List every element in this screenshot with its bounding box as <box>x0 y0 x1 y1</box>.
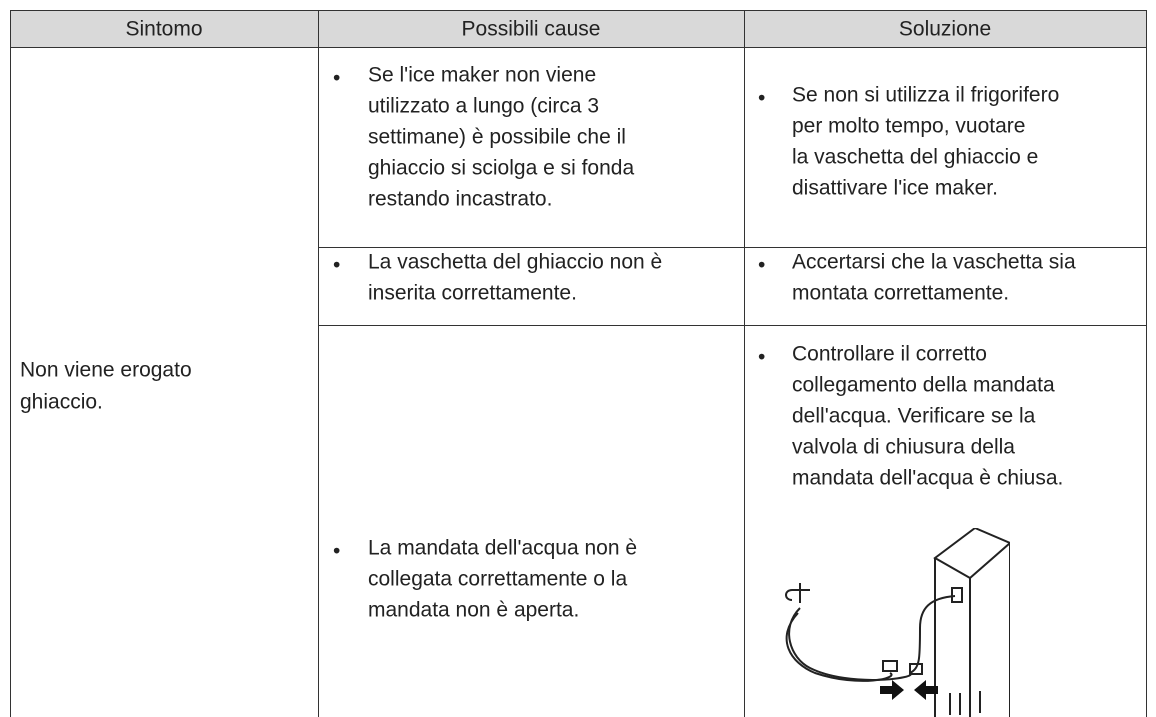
solution-text: per molto tempo, vuotare <box>792 114 1026 138</box>
bullet: • <box>758 253 766 277</box>
bullet: • <box>333 253 341 277</box>
solution-text: disattivare l'ice maker. <box>792 176 998 200</box>
table-border <box>10 10 1146 11</box>
table-border <box>1146 10 1147 717</box>
cause-text: collegata correttamente o la <box>368 567 628 591</box>
cause-text: inserita correttamente. <box>368 281 577 305</box>
bullet: • <box>758 86 766 110</box>
table-border <box>318 247 1146 248</box>
solution-text: la vaschetta del ghiaccio e <box>792 145 1039 169</box>
solution-text: montata correttamente. <box>792 281 1010 305</box>
cause-text: La mandata dell'acqua non è <box>368 536 638 560</box>
cause-text: mandata non è aperta. <box>368 598 580 622</box>
cause-text: utilizzato a lungo (circa 3 <box>368 94 600 118</box>
header-bg <box>10 10 1146 47</box>
symptom-text: Non viene erogato <box>20 358 192 382</box>
cause-text: restando incastrato. <box>368 187 553 211</box>
solution-text: Se non si utilizza il frigorifero <box>792 83 1060 107</box>
cause-text: La vaschetta del ghiaccio non è <box>368 250 663 274</box>
solution-text: Controllare il corretto <box>792 342 987 366</box>
table-border <box>318 10 319 717</box>
bullet: • <box>758 345 766 369</box>
cause-text: settimane) è possibile che il <box>368 125 626 149</box>
header-cell: Soluzione <box>898 17 992 41</box>
table-border <box>10 47 1146 48</box>
table-border <box>10 10 11 717</box>
solution-text: collegamento della mandata <box>792 373 1055 397</box>
header-cell: Possibili cause <box>461 17 601 41</box>
cause-text: ghiaccio si sciolga e si fonda <box>368 156 635 180</box>
table-border <box>744 10 745 717</box>
solution-text: dell'acqua. Verificare se la <box>792 404 1036 428</box>
solution-text: valvola di chiusura della <box>792 435 1015 459</box>
solution-text: mandata dell'acqua è chiusa. <box>792 466 1064 490</box>
water-connection-illustration <box>785 528 1010 717</box>
table-border <box>318 325 1146 326</box>
solution-text: Accertarsi che la vaschetta sia <box>792 250 1076 274</box>
bullet: • <box>333 66 341 90</box>
cause-text: Se l'ice maker non viene <box>368 63 597 87</box>
symptom-text: ghiaccio. <box>20 390 103 414</box>
header-cell: Sintomo <box>125 17 203 41</box>
bullet: • <box>333 539 341 563</box>
